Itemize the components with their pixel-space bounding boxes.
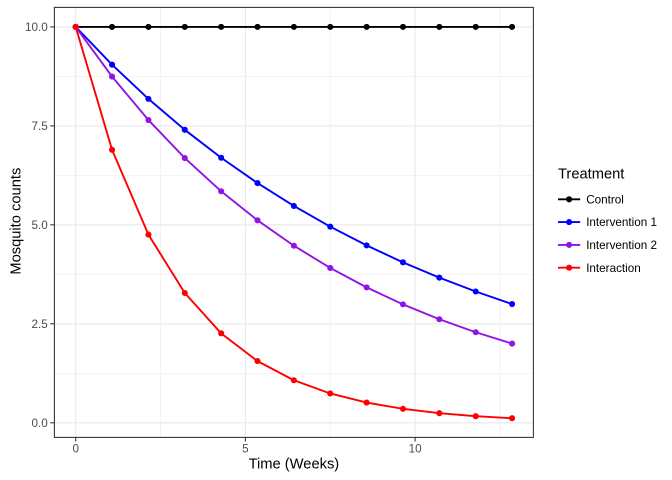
svg-text:5: 5 [242, 443, 249, 456]
svg-text:Treatment: Treatment [558, 167, 624, 183]
svg-text:Time (Weeks): Time (Weeks) [249, 457, 340, 473]
svg-text:0: 0 [72, 443, 79, 456]
svg-text:5.0: 5.0 [32, 219, 49, 232]
svg-text:Interaction: Interaction [586, 262, 641, 275]
svg-text:Intervention 2: Intervention 2 [586, 239, 657, 252]
svg-text:2.5: 2.5 [32, 318, 49, 331]
svg-text:Intervention 1: Intervention 1 [586, 216, 657, 229]
svg-text:Control: Control [586, 193, 624, 206]
svg-text:0.0: 0.0 [32, 417, 49, 430]
svg-text:7.5: 7.5 [32, 120, 49, 133]
svg-text:Mosquito counts: Mosquito counts [9, 168, 25, 275]
svg-text:10.0: 10.0 [25, 21, 48, 34]
svg-text:10: 10 [409, 443, 423, 456]
